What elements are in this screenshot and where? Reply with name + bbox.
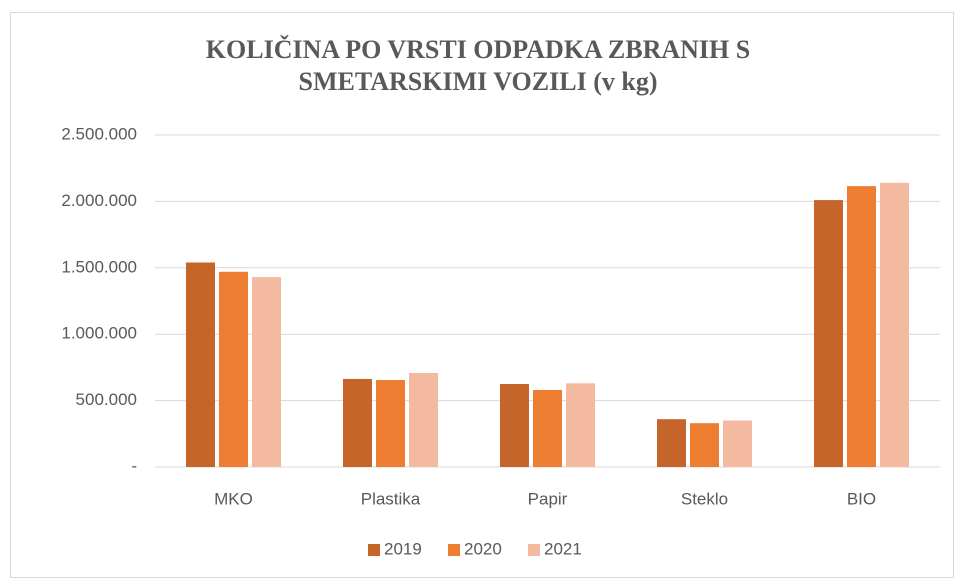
legend-label: 2019 [384, 539, 422, 558]
legend-swatch [528, 544, 540, 556]
y-tick-label: - [131, 456, 137, 475]
bar [343, 378, 372, 467]
legend-label: 2020 [464, 539, 502, 558]
y-tick-label: 1.000.000 [61, 324, 137, 343]
x-tick-label: MKO [214, 489, 253, 508]
bar [409, 372, 438, 467]
bar [723, 420, 752, 467]
bar [252, 277, 281, 467]
bar [847, 186, 876, 468]
bar [566, 383, 595, 467]
bar [657, 419, 686, 467]
y-tick-label: 500.000 [76, 390, 137, 409]
bar [500, 384, 529, 467]
x-tick-label: Plastika [361, 489, 421, 508]
chart-title: KOLIČINA PO VRSTI ODPADKA ZBRANIH S SMET… [205, 35, 751, 96]
bar [533, 389, 562, 467]
legend-swatch [448, 544, 460, 556]
bar [814, 200, 843, 467]
bar [219, 271, 248, 467]
x-tick-label: Steklo [681, 489, 728, 508]
y-tick-label: 2.500.000 [61, 124, 137, 143]
bar [690, 423, 719, 467]
bar [186, 262, 215, 467]
bar [880, 182, 909, 468]
x-tick-label: Papir [528, 489, 568, 508]
x-tick-label: BIO [847, 489, 876, 508]
legend-label: 2021 [544, 539, 582, 558]
bar [376, 380, 405, 467]
y-tick-label: 1.500.000 [61, 257, 137, 276]
legend-swatch [368, 544, 380, 556]
y-tick-label: 2.000.000 [61, 191, 137, 210]
chart-frame [10, 12, 954, 578]
